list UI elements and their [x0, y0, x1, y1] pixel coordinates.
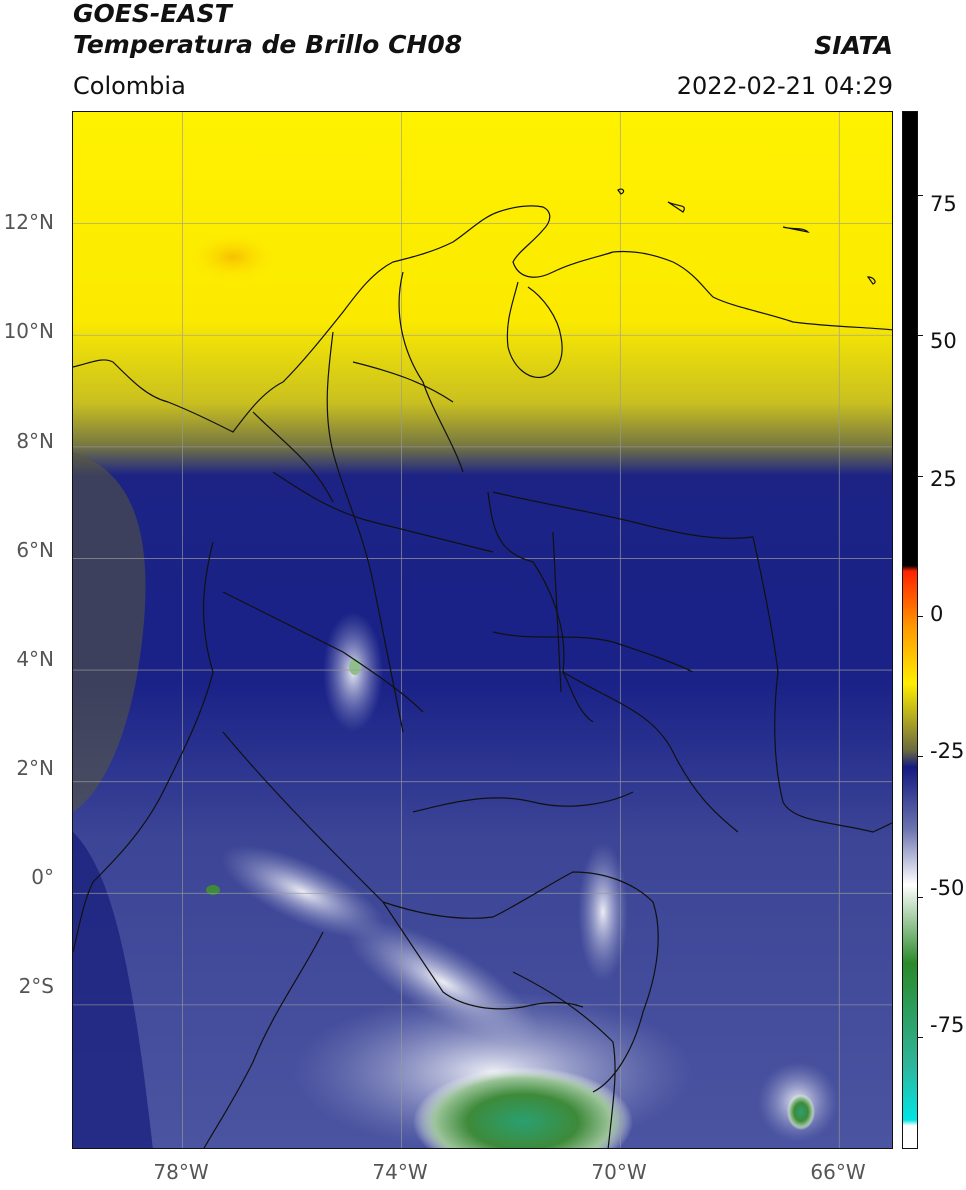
southern-border [512, 971, 616, 1148]
colorbar-label: -50 [930, 876, 965, 900]
lat-label: 8°N [16, 429, 54, 453]
lat-label: 0° [31, 865, 54, 889]
venezuela-border [487, 491, 594, 723]
colorbar-label: 25 [930, 467, 957, 491]
colorbar-tick [917, 335, 923, 337]
satellite-map[interactable] [72, 111, 893, 1149]
colorbar-label: 50 [930, 329, 957, 353]
internal-dept-3 [272, 471, 494, 553]
cloud-streak [220, 845, 386, 939]
internal-dept-8 [552, 531, 562, 693]
guajira-peninsula [512, 229, 892, 331]
internal-dept-1 [326, 331, 404, 733]
colorbar-tick [917, 195, 923, 197]
colombia-border-east [492, 491, 892, 833]
lon-label: 74°W [372, 1160, 428, 1184]
lat-label: 10°N [3, 319, 54, 343]
brazil-border [562, 671, 739, 833]
region-label: Colombia [73, 72, 186, 100]
colorbar-label: 0 [930, 602, 944, 626]
boundaries [73, 188, 892, 1148]
map-canvas [73, 112, 892, 1148]
lon-label: 78°W [153, 1160, 209, 1184]
colorbar-tick [917, 756, 923, 758]
cold-cloud-top [349, 659, 361, 675]
internal-dept-9 [252, 411, 334, 503]
pacific-coast [73, 541, 214, 953]
internal-dept-2 [398, 271, 464, 473]
internal-dept-4 [222, 591, 424, 713]
lat-label: 6°N [16, 538, 54, 562]
islands [617, 188, 876, 285]
olive-region [73, 452, 146, 812]
colorbar [902, 111, 918, 1149]
colorbar-tick [917, 896, 923, 898]
ecuador-border [222, 731, 659, 1093]
internal-dept-7 [492, 631, 694, 673]
colorbar-label: -25 [930, 739, 965, 763]
cold-cloud-top [413, 1067, 633, 1148]
timestamp-label: 2022-02-21 04:29 [676, 72, 893, 100]
internal-dept-6 [412, 791, 634, 813]
colorbar-tick [917, 1036, 923, 1038]
warm-spot [188, 232, 278, 282]
amazon-border [203, 931, 324, 1148]
graticule [73, 112, 892, 1148]
product-title: Temperatura de Brillo CH08 [73, 30, 463, 59]
lon-label: 66°W [810, 1160, 866, 1184]
internal-dept-5 [352, 361, 454, 403]
lat-label: 2°N [16, 756, 54, 780]
lat-label: 4°N [16, 647, 54, 671]
lon-label: 70°W [591, 1160, 647, 1184]
colorbar-label: -75 [930, 1013, 965, 1037]
colorbar-label: 75 [930, 192, 957, 216]
lat-label: 12°N [3, 210, 54, 234]
maracaibo-lake [506, 281, 563, 378]
cloud-streak [578, 842, 628, 982]
peru-border [382, 901, 584, 1010]
cold-cloud-top [206, 885, 220, 895]
navy-region [73, 832, 153, 1148]
brand-label: SIATA [814, 31, 893, 60]
cold-cloud-top [787, 1094, 815, 1130]
colorbar-tick [917, 475, 923, 477]
colorbar-tick [917, 615, 923, 617]
lat-label: 2°S [18, 974, 54, 998]
caribbean-coast [73, 205, 551, 433]
satellite-title: GOES-EAST [73, 0, 232, 28]
